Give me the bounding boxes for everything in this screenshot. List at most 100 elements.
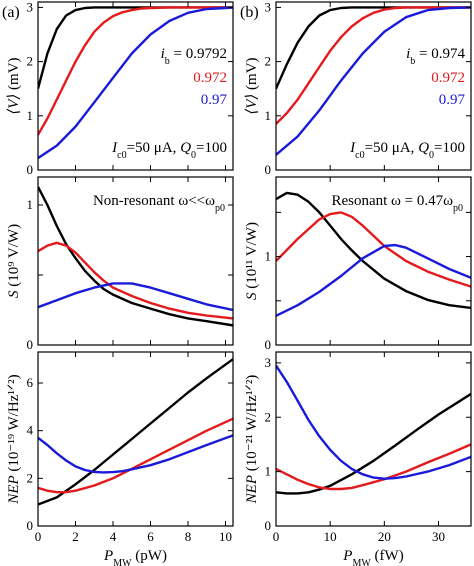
params-label: Ic0=50 μA, Q0=100	[111, 140, 227, 161]
series-line-1	[276, 6, 471, 125]
y-axis-label-symbol: S	[6, 290, 22, 298]
y-axis-label: NEP (10⁻¹⁹ W/Hz¹ᐟ²)	[6, 374, 22, 504]
param-I: I	[349, 140, 356, 156]
x-tick-label: 0	[273, 529, 280, 544]
x-axis-label-symbol: P	[103, 548, 113, 564]
y-tick-label: 1	[265, 108, 272, 123]
panel-2: 0 1 S (10⁹ V/W) Non-resonant ω<<ωp0	[6, 176, 234, 352]
y-axis-label-unit: (mV)	[244, 57, 260, 93]
y-axis-label-symbol: S	[244, 292, 260, 300]
x-axis-label-symbol: P	[342, 548, 352, 564]
x-tick-label: 10	[219, 529, 232, 544]
panel-label: (a)	[2, 4, 20, 21]
ib-label-red: 0.972	[431, 70, 465, 86]
x-axis-label: PMW (fW)	[342, 548, 403, 566]
x-tick-label: 6	[147, 529, 154, 544]
panel-title: Non-resonant ω<<ωp0	[93, 193, 225, 214]
y-tick-label: 3	[27, 0, 34, 14]
series-line-1	[276, 443, 471, 491]
y-tick-label: 6	[27, 375, 34, 390]
panel-title-text: Non-resonant ω<<	[93, 193, 205, 209]
axes-frame	[37, 1, 234, 171]
series-line-0	[38, 358, 233, 506]
ib-value: = 0.974	[415, 46, 465, 62]
param-Q-sub: 0	[429, 150, 434, 161]
x-tick-label: 2	[72, 529, 79, 544]
y-axis-label-symbol: NEP	[244, 475, 260, 504]
param-I-value: =50 μA,	[365, 140, 419, 156]
x-tick-label: 4	[110, 529, 117, 544]
panel-title-subscript: p0	[453, 203, 463, 214]
ib-subscript: b	[410, 56, 415, 67]
series-line-0	[276, 392, 471, 495]
y-tick-label: 0	[27, 162, 34, 177]
y-tick-label: 4	[27, 423, 34, 438]
y-tick-label: 0	[265, 337, 272, 352]
ib-label-red: 0.972	[193, 70, 227, 86]
y-tick-label: 0	[27, 337, 34, 352]
series-line-1	[276, 211, 471, 288]
y-axis-label: ⟨V⟩ (mV)	[244, 57, 260, 114]
y-tick-label: 0	[27, 518, 34, 533]
param-Q: Q	[418, 140, 429, 156]
panel-1: 0 1 2 3 ⟨V⟩ (mV) (b) ib = 0.974 0.972 0.97 Ic0=50…	[240, 0, 472, 177]
panel-title-omega: ω	[205, 193, 215, 209]
param-I-sub: c0	[355, 150, 364, 161]
y-tick-label: 2	[27, 470, 34, 485]
panel-4: 0 2 4 6 8 10 0 2 4 6 NEP (10⁻¹⁹ W/Hz¹ᐟ²) PMW (pW)	[6, 351, 234, 566]
y-axis-label-unit: (10¹¹ V/W)	[244, 222, 260, 292]
y-tick-label: 1	[265, 249, 272, 264]
series-line-2	[38, 6, 233, 160]
ib-label-black: ib = 0.974	[406, 46, 465, 67]
y-axis-label: ⟨V⟩ (mV)	[6, 57, 22, 114]
y-tick-label: 0	[265, 518, 272, 533]
series-line-0	[276, 6, 471, 90]
series-line-2	[276, 6, 471, 156]
x-tick-label: 0	[35, 529, 42, 544]
ib-label-blue: 0.97	[201, 92, 228, 108]
series-line-2	[276, 243, 471, 317]
axes-frame	[275, 176, 472, 346]
param-Q-value: =100	[196, 140, 227, 156]
series-line-0	[38, 186, 233, 327]
y-axis-label: NEP (10⁻²¹ W/Hz¹ᐟ²)	[244, 375, 260, 505]
y-tick-label: 1	[27, 108, 34, 123]
axes-frame	[275, 1, 472, 171]
axes-frame	[37, 176, 234, 346]
y-axis-label-unit: (10⁹ V/W)	[6, 224, 22, 291]
ib-label-black: ib = 0.9792	[161, 46, 227, 67]
panel-title-subscript: p0	[215, 203, 225, 214]
series-line-1	[38, 241, 233, 320]
param-Q-sub: 0	[191, 150, 196, 161]
panel-label: (b)	[240, 4, 259, 21]
series-line-1	[38, 417, 233, 494]
y-axis-label-unit: (10⁻¹⁹ W/Hz¹ᐟ²)	[6, 374, 22, 475]
x-axis-label: PMW (pW)	[103, 548, 167, 566]
y-axis-label: S (10¹¹ V/W)	[244, 222, 260, 300]
x-tick-label: 8	[185, 529, 192, 544]
panel-5: 0 10 20 30 0 1 2 3 NEP (10⁻²¹ W/Hz¹ᐟ²) PMW (fW)	[244, 351, 472, 566]
series-line-2	[38, 434, 233, 474]
y-axis-label-unit: (mV)	[6, 57, 22, 93]
y-axis-label-symbol: ⟨V⟩	[244, 94, 260, 115]
param-I-sub: c0	[117, 150, 126, 161]
panel-3: 0 1 S (10¹¹ V/W) Resonant ω = 0.47ωp0	[244, 176, 472, 352]
axes-frame	[37, 351, 234, 527]
axes-frame	[275, 351, 472, 527]
x-tick-label: 30	[432, 529, 445, 544]
ib-symbol: i	[406, 46, 410, 62]
series-line-0	[38, 6, 233, 90]
y-tick-label: 3	[265, 355, 272, 370]
panel-title-text: Resonant ω = 0.47	[331, 193, 443, 209]
y-axis-label-symbol: NEP	[6, 475, 22, 504]
ib-value: = 0.9792	[170, 46, 227, 62]
param-Q: Q	[180, 140, 191, 156]
series-line-2	[276, 364, 471, 480]
x-tick-label: 20	[378, 529, 391, 544]
x-axis-label-subscript: MW	[113, 558, 132, 566]
x-axis-label-unit: (pW)	[132, 548, 167, 564]
y-axis-label-symbol: ⟨V⟩	[6, 94, 22, 115]
y-tick-label: 1	[265, 464, 272, 479]
series-line-0	[276, 191, 471, 310]
